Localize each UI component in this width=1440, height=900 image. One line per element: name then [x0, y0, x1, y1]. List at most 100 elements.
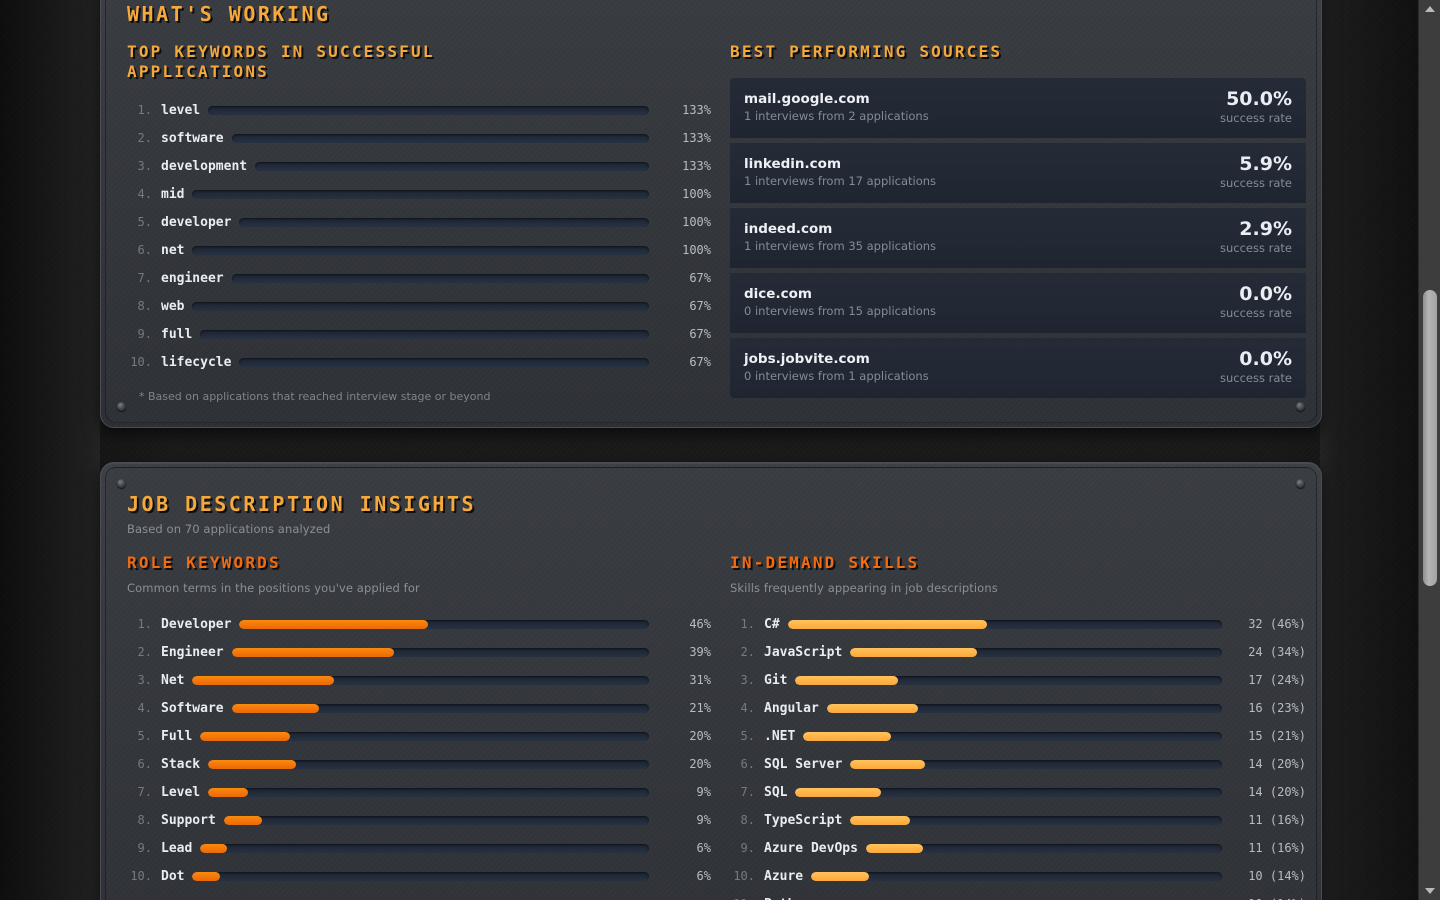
keyword-bar-fill	[795, 787, 881, 797]
top-keywords-list: 1. level 133% 2. software 133% 3. development 13…	[127, 96, 711, 376]
keyword-value: 14 (20%)	[1248, 757, 1306, 771]
keyword-rank: 4.	[137, 187, 152, 201]
keyword-row: 5. .NET 15 (21%)	[730, 722, 1306, 750]
keyword-value: 133%	[682, 159, 711, 173]
source-info: indeed.com 1 interviews from 35 applicati…	[744, 221, 936, 254]
keyword-row: 2. software 133%	[127, 124, 711, 152]
keyword-bar-fill	[811, 871, 869, 881]
in-demand-skills-section: IN-DEMAND SKILLS Skills frequently appea…	[730, 553, 1306, 900]
keyword-bar-fill	[192, 871, 220, 881]
keyword-value: 14 (20%)	[1248, 785, 1306, 799]
source-card[interactable]: jobs.jobvite.com 0 interviews from 1 appl…	[730, 338, 1306, 398]
source-card[interactable]: linkedin.com 1 interviews from 17 applica…	[730, 143, 1306, 203]
keyword-row: 4. mid 100%	[127, 180, 711, 208]
source-info: dice.com 0 interviews from 15 application…	[744, 286, 936, 319]
keyword-rank: 2.	[740, 645, 755, 659]
role-keywords-section: ROLE KEYWORDS Common terms in the positi…	[127, 553, 711, 890]
top-keywords-section: TOP KEYWORDS IN SUCCESSFUL APPLICATIONS …	[127, 42, 711, 403]
role-keywords-list: 1. Developer 46% 2. Engineer 39% 3. Net 31% 4. Sof…	[127, 610, 711, 890]
source-name: indeed.com	[744, 221, 833, 237]
keyword-rank: 7.	[740, 785, 755, 799]
keyword-rank: 7.	[137, 785, 152, 799]
keyword-value: 20%	[689, 757, 711, 771]
right-gutter	[1320, 0, 1418, 900]
keyword-label: .NET	[764, 728, 796, 744]
keyword-label: net	[161, 242, 185, 258]
keyword-bar-fill	[231, 703, 320, 713]
keyword-row: 10. Azure 10 (14%)	[730, 862, 1306, 890]
panel-jd-insights-subtitle: Based on 70 applications analyzed	[127, 522, 331, 536]
keyword-rank: 5.	[137, 729, 152, 743]
keyword-label: developer	[161, 214, 232, 230]
source-meta: 1 interviews from 35 applications	[744, 239, 937, 253]
keyword-bar-track	[811, 871, 1222, 881]
keyword-rank: 9.	[137, 841, 152, 855]
panel-jd-insights-inner: JOB DESCRIPTION INSIGHTS Based on 70 app…	[105, 467, 1317, 900]
keyword-value: 20%	[689, 729, 711, 743]
source-name: dice.com	[744, 286, 812, 302]
keyword-bar-track	[255, 161, 649, 171]
source-rate-block: 50.0% success rate	[1220, 89, 1292, 126]
keyword-bar-track	[208, 787, 649, 797]
in-demand-skills-subtitle: Skills frequently appearing in job descr…	[730, 581, 998, 595]
keyword-label: full	[161, 326, 193, 342]
keyword-value: 46%	[689, 617, 711, 631]
keyword-bar-fill	[200, 731, 291, 741]
keyword-label: Python	[764, 897, 819, 900]
keyword-label: Azure DevOps	[764, 840, 858, 856]
scroll-up-arrow-icon[interactable]	[1419, 0, 1440, 18]
keyword-rank: 6.	[740, 757, 755, 771]
panel-whats-working: WHAT'S WORKING TOP KEYWORDS IN SUCCESSFU…	[100, 0, 1322, 428]
keyword-bar-track	[231, 273, 649, 283]
keyword-rank: 6.	[137, 243, 152, 257]
keyword-bar-fill	[826, 703, 918, 713]
keyword-row: 4. Angular 16 (23%)	[730, 694, 1306, 722]
keyword-label: development	[161, 158, 248, 174]
keyword-bar-track	[795, 675, 1222, 685]
keyword-bar-track	[200, 731, 649, 741]
keyword-value: 11 (16%)	[1248, 841, 1306, 855]
keyword-row: 8. Support 9%	[127, 806, 711, 834]
screw-icon	[117, 479, 126, 488]
source-name: linkedin.com	[744, 156, 842, 172]
keyword-rank: 8.	[740, 813, 755, 827]
vertical-scrollbar[interactable]	[1418, 0, 1440, 900]
source-info: linkedin.com 1 interviews from 17 applica…	[744, 156, 936, 189]
source-name: mail.google.com	[744, 91, 870, 107]
keyword-row: 7. SQL 14 (20%)	[730, 778, 1306, 806]
keyword-value: 11 (16%)	[1248, 813, 1306, 827]
keyword-label: Git	[764, 672, 788, 688]
screw-icon	[117, 402, 126, 411]
keyword-value: 15 (21%)	[1248, 729, 1306, 743]
keyword-bar-fill	[208, 759, 297, 769]
keyword-bar-track	[239, 619, 649, 629]
keyword-bar-track	[192, 675, 649, 685]
keyword-value: 39%	[689, 645, 711, 659]
keyword-bar-fill	[850, 759, 925, 769]
role-keywords-subtitle: Common terms in the positions you've app…	[127, 581, 420, 595]
source-card[interactable]: indeed.com 1 interviews from 35 applicati…	[730, 208, 1306, 268]
scrollbar-thumb[interactable]	[1423, 290, 1437, 586]
keyword-bar-fill	[787, 619, 988, 629]
source-rate-block: 5.9% success rate	[1220, 154, 1292, 191]
keyword-label: Developer	[161, 616, 232, 632]
source-card[interactable]: mail.google.com 1 interviews from 2 appli…	[730, 78, 1306, 138]
keyword-value: 9%	[696, 785, 711, 799]
source-rate-label: success rate	[1220, 241, 1292, 255]
keyword-row: 10. lifecycle 67%	[127, 348, 711, 376]
keyword-row: 10. Dot 6%	[127, 862, 711, 890]
keyword-bar-track	[787, 619, 1222, 629]
keyword-row: 8. web 67%	[127, 292, 711, 320]
keyword-row: 11.Python 10 (14%)	[730, 890, 1306, 900]
keyword-bar-track	[850, 759, 1222, 769]
panel-whats-working-title: WHAT'S WORKING	[127, 2, 331, 26]
scroll-down-arrow-icon[interactable]	[1419, 882, 1440, 900]
source-rate-label: success rate	[1220, 306, 1292, 320]
source-card[interactable]: dice.com 0 interviews from 15 application…	[730, 273, 1306, 333]
keyword-rank: 9.	[137, 327, 152, 341]
keyword-value: 133%	[682, 103, 711, 117]
keyword-rank: 6.	[137, 757, 152, 771]
keyword-value: 10 (14%)	[1222, 897, 1306, 900]
keyword-rank: 5.	[137, 215, 152, 229]
